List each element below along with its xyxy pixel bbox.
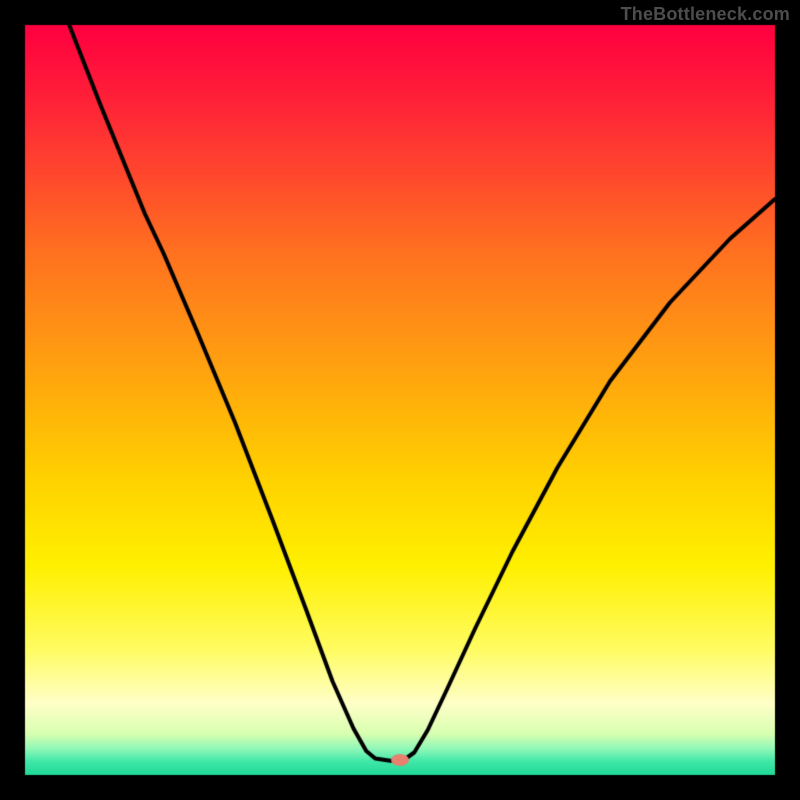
chart-container: TheBottleneck.com	[0, 0, 800, 800]
attribution-text: TheBottleneck.com	[621, 4, 790, 25]
bottleneck-chart-canvas	[0, 0, 800, 800]
